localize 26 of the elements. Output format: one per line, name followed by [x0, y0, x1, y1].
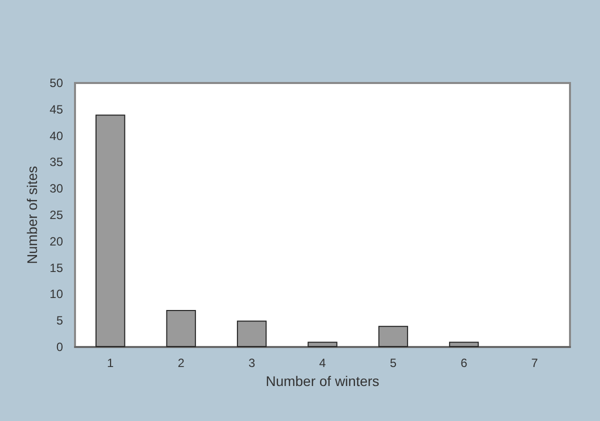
y-tick-label: 20 — [50, 234, 64, 248]
x-tick-label: 1 — [107, 356, 114, 370]
x-tick-label: 4 — [319, 356, 326, 370]
x-tick-label: 5 — [390, 356, 397, 370]
bar — [449, 342, 479, 347]
y-axis-title: Number of sites — [24, 166, 40, 264]
x-tick-label: 3 — [248, 356, 256, 370]
y-tick-label: 0 — [56, 340, 64, 354]
y-tick-label: 5 — [56, 314, 64, 328]
bar — [378, 326, 408, 347]
x-tick-label: 2 — [178, 356, 185, 370]
bar — [236, 320, 267, 347]
y-tick-label: 30 — [50, 182, 64, 196]
y-tick-label: 45 — [50, 102, 64, 116]
y-tick-label: 10 — [50, 287, 64, 302]
bar — [166, 310, 196, 347]
y-tick-label: 25 — [50, 208, 64, 222]
x-tick-label: 6 — [460, 356, 468, 370]
bar — [96, 114, 126, 347]
x-axis-title: Number of winters — [266, 372, 380, 389]
y-tick-label: 15 — [50, 260, 64, 275]
y-tick-label: 50 — [50, 76, 64, 90]
y-tick-label: 40 — [50, 128, 64, 143]
bar — [308, 342, 338, 347]
x-tick-label: 7 — [531, 356, 538, 370]
y-tick-label: 35 — [50, 155, 64, 170]
